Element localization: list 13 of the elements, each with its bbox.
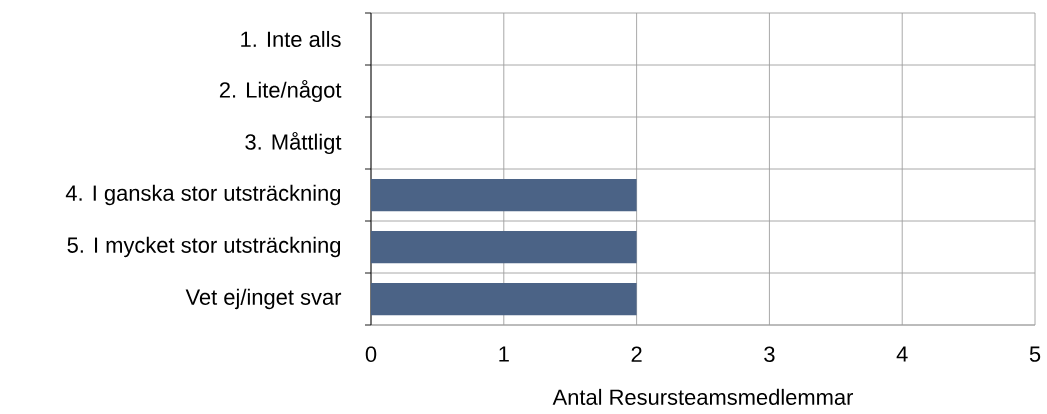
x-tick-label: 2 [631,346,642,362]
x-tick-label: 3 [764,346,775,363]
y-tick-label: 4. I ganska stor utsträckning [65,184,341,206]
y-tick-label: 2. Lite/något [219,79,342,103]
x-tick-label: 0 [365,346,377,363]
x-tick-label: 5 [1029,346,1041,362]
x-tick-label: 1 [499,346,509,362]
y-tick-label: 5. I mycket stor utsträckning [67,236,341,258]
y-tick-label: 3. Måttligt [245,131,342,155]
y-tick-label: 1. Inte alls [241,30,341,48]
x-tick-label: 4 [896,346,908,362]
x-axis-title: Antal Resursteamsmedlemmar [552,388,854,405]
y-tick-label: Vet ej/inget svar [185,288,342,310]
